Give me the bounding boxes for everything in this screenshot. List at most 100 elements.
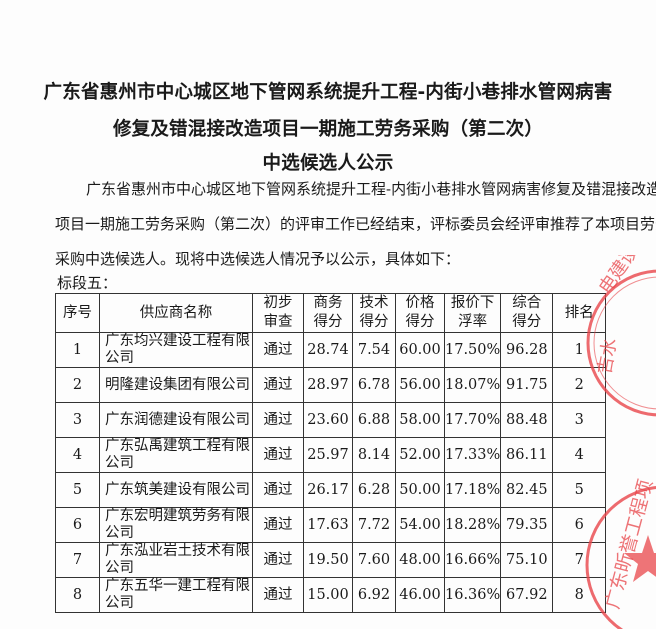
cell-no: 5 — [55, 472, 100, 508]
table-row: 1 广东均兴建设工程有限公司 通过 28.74 7.54 60.00 17.50% 96.28… — [55, 332, 607, 368]
cell-rate: 17.18% — [443, 472, 502, 508]
header-line: 序号 — [63, 304, 92, 321]
cell-price: 46.00 — [395, 577, 445, 613]
cell-review: 通过 — [252, 367, 304, 403]
cell-business: 28.74 — [303, 332, 353, 368]
cell-total: 88.48 — [500, 402, 554, 438]
column-header: 初步 审查 — [252, 293, 304, 333]
cell-no: 6 — [55, 507, 100, 543]
column-header: 技术 得分 — [352, 293, 396, 333]
column-header: 综合 得分 — [500, 293, 554, 333]
cell-tech: 6.88 — [352, 402, 396, 438]
header-line: 浮率 — [458, 314, 488, 330]
cell-rank: 1 — [552, 332, 607, 368]
cell-review: 通过 — [252, 437, 304, 473]
candidates-table: 序号 供应商名称 初步 审查 商务 得分 技术 得分 价格 得分 报价下 浮率 综合 得分 排名 1 广东均兴… — [55, 293, 607, 613]
cell-price: 56.00 — [395, 367, 445, 403]
cell-review: 通过 — [252, 507, 304, 543]
cell-price: 60.00 — [395, 332, 445, 368]
cell-name: 明隆建设集团有限公司 — [99, 367, 253, 403]
column-header: 价格 得分 — [395, 293, 445, 333]
cell-price: 54.00 — [395, 507, 445, 543]
cell-review: 通过 — [252, 402, 304, 438]
table-row: 7 广东泓业岩土技术有限公司 通过 19.50 7.60 48.00 16.66% 75.10… — [55, 542, 607, 578]
cell-rank: 8 — [552, 577, 607, 613]
cell-tech: 6.92 — [352, 577, 396, 613]
header-line: 商务 — [313, 295, 343, 311]
cell-no: 1 — [55, 332, 100, 368]
header-line: 技术 — [359, 295, 389, 311]
cell-no: 3 — [55, 402, 100, 438]
cell-no: 2 — [55, 367, 100, 403]
cell-name: 广东筑美建设有限公司 — [99, 472, 253, 508]
cell-total: 91.75 — [500, 367, 554, 403]
cell-total: 79.35 — [500, 507, 554, 543]
cell-business: 25.97 — [303, 437, 353, 473]
table-row: 6 广东宏明建筑劳务有限公司 通过 17.63 7.72 54.00 18.28% 79.35… — [55, 507, 607, 543]
cell-name: 广东润德建设有限公司 — [99, 402, 253, 438]
cell-rate: 18.28% — [443, 507, 502, 543]
cell-rate: 17.70% — [443, 402, 502, 438]
cell-no: 4 — [55, 437, 100, 473]
cell-price: 48.00 — [395, 542, 445, 578]
cell-price: 52.00 — [395, 437, 445, 473]
section-label: 标段五： — [57, 274, 118, 292]
title-line-2: 修复及错混接改造项目一期施工劳务采购（第二次） — [112, 119, 544, 140]
cell-business: 19.50 — [303, 542, 353, 578]
column-header: 报价下 浮率 — [443, 293, 502, 333]
cell-rate: 16.36% — [443, 577, 502, 613]
header-line: 得分 — [512, 314, 542, 330]
cell-name: 广东弘禹建筑工程有限公司 — [99, 437, 253, 473]
column-header: 序号 — [55, 293, 100, 333]
table-row: 5 广东筑美建设有限公司 通过 26.17 6.28 50.00 17.18% 82.45 5 — [55, 472, 607, 508]
cell-review: 通过 — [252, 542, 304, 578]
cell-tech: 6.28 — [352, 472, 396, 508]
header-line: 得分 — [359, 314, 389, 330]
cell-tech: 7.54 — [352, 332, 396, 368]
cell-no: 8 — [55, 577, 100, 613]
table-row: 3 广东润德建设有限公司 通过 23.60 6.88 58.00 17.70% 88.48 3 — [55, 402, 607, 438]
column-header: 供应商名称 — [99, 293, 253, 333]
cell-rank: 5 — [552, 472, 607, 508]
cell-name: 广东宏明建筑劳务有限公司 — [99, 507, 253, 543]
header-line: 价格 — [405, 295, 435, 311]
header-line: 报价下 — [450, 295, 495, 311]
header-line: 排名 — [564, 304, 594, 321]
header-line: 得分 — [405, 314, 435, 330]
cell-rate: 17.50% — [443, 332, 502, 368]
table-row: 4 广东弘禹建筑工程有限公司 通过 25.97 8.14 52.00 17.33% 86.11… — [55, 437, 607, 473]
cell-rate: 17.33% — [443, 437, 502, 473]
cell-rank: 7 — [552, 542, 607, 578]
cell-tech: 6.78 — [352, 367, 396, 403]
cell-business: 26.17 — [303, 472, 353, 508]
paragraph-line-1: 广东省惠州市中心城区地下管网系统提升工程-内街小巷排水管网病害修复及错混接改造 — [86, 180, 656, 198]
cell-rank: 6 — [552, 507, 607, 543]
table-row: 8 广东五华一建工程有限公司 通过 15.00 6.92 46.00 16.36% 67.92… — [55, 577, 607, 613]
cell-tech: 7.72 — [352, 507, 396, 543]
cell-total: 75.10 — [500, 542, 554, 578]
header-line: 供应商名称 — [139, 304, 213, 321]
cell-rank: 2 — [552, 367, 607, 403]
cell-price: 50.00 — [395, 472, 445, 508]
cell-total: 82.45 — [500, 472, 554, 508]
cell-review: 通过 — [252, 577, 304, 613]
cell-business: 23.60 — [303, 402, 353, 438]
column-header: 商务 得分 — [303, 293, 353, 333]
cell-name: 广东均兴建设工程有限公司 — [99, 332, 253, 368]
cell-total: 67.92 — [500, 577, 554, 613]
header-line: 初步 — [263, 295, 293, 311]
cell-name: 广东泓业岩土技术有限公司 — [99, 542, 253, 578]
header-line: 得分 — [313, 314, 343, 330]
title-line-1: 广东省惠州市中心城区地下管网系统提升工程-内街小巷排水管网病害 — [43, 82, 613, 103]
title-line-3: 中选候选人公示 — [262, 153, 394, 174]
cell-rank: 3 — [552, 402, 607, 438]
cell-tech: 7.60 — [352, 542, 396, 578]
cell-rate: 18.07% — [443, 367, 502, 403]
cell-total: 86.11 — [500, 437, 554, 473]
cell-total: 96.28 — [500, 332, 554, 368]
table-header-row: 序号 供应商名称 初步 审查 商务 得分 技术 得分 价格 得分 报价下 浮率 综合 得分 排名 — [55, 293, 607, 333]
column-header: 排名 — [552, 293, 607, 333]
header-line: 审查 — [263, 314, 293, 330]
intro-paragraph: 广东省惠州市中心城区地下管网系统提升工程-内街小巷排水管网病害修复及错混接改造 … — [55, 172, 656, 277]
cell-rank: 4 — [552, 437, 607, 473]
